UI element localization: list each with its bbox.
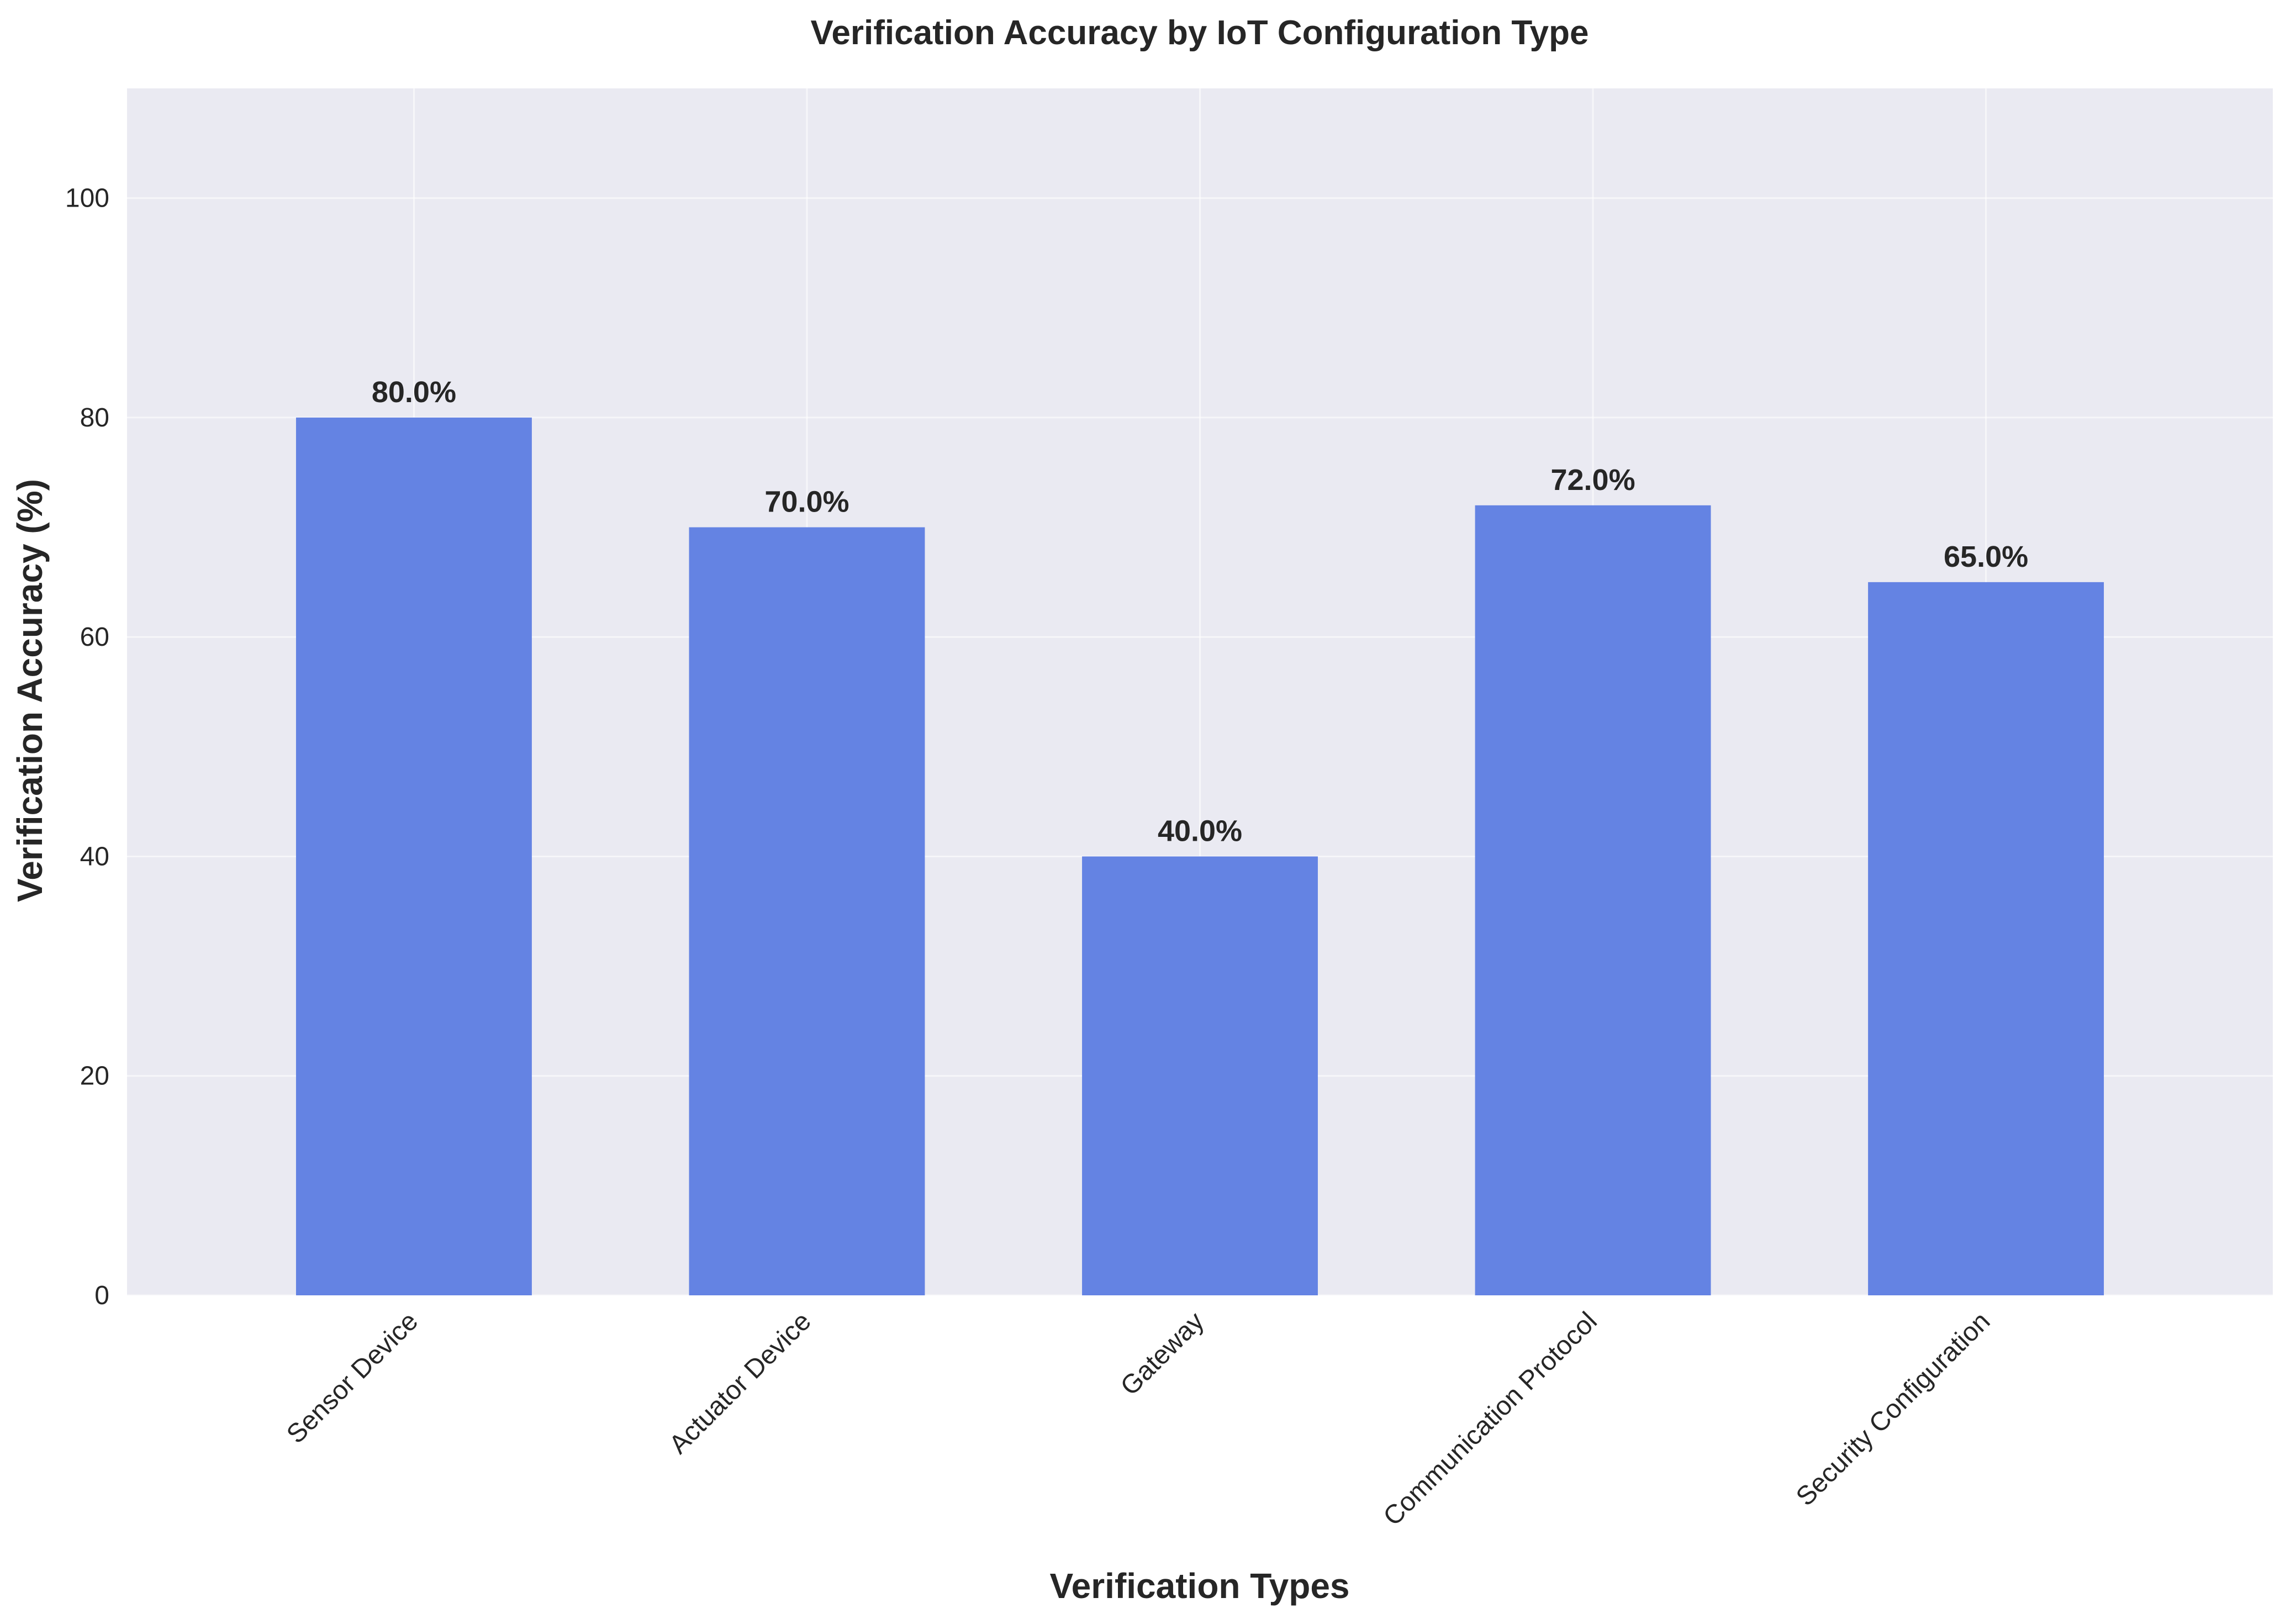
- y-axis-label: Verification Accuracy (%): [10, 479, 50, 902]
- y-tick-layer: 0 20 40 60 80 100: [65, 184, 109, 1310]
- x-tick-label: Actuator Device: [664, 1306, 817, 1459]
- data-label-layer: 80.0% 70.0% 40.0% 72.0% 65.0%: [372, 376, 2028, 848]
- y-tick-label: 40: [80, 842, 109, 871]
- bar-layer: [295, 417, 2104, 1296]
- bar-sensor-device: [295, 417, 532, 1295]
- data-label: 72.0%: [1550, 463, 1635, 497]
- data-label: 70.0%: [764, 486, 849, 519]
- bar-security-configuration: [1868, 582, 2104, 1295]
- data-label: 80.0%: [372, 376, 456, 409]
- data-label: 65.0%: [1944, 540, 2028, 573]
- y-tick-label: 20: [80, 1062, 109, 1091]
- y-tick-label: 60: [80, 623, 109, 652]
- bar-communication-protocol: [1475, 505, 1711, 1296]
- y-tick-label: 80: [80, 403, 109, 433]
- chart-title: Verification Accuracy by IoT Configurati…: [810, 14, 1589, 52]
- x-axis-label: Verification Types: [1050, 1566, 1350, 1606]
- x-tick-label: Gateway: [1115, 1306, 1210, 1401]
- data-label: 40.0%: [1158, 814, 1242, 847]
- y-tick-label: 100: [65, 184, 109, 213]
- bar-gateway: [1082, 856, 1318, 1295]
- x-tick-layer: Sensor Device Actuator Device Gateway Commu…: [281, 1306, 1996, 1531]
- y-tick-label: 0: [94, 1281, 109, 1310]
- x-tick-label: Sensor Device: [281, 1306, 424, 1449]
- x-tick-label: Communication Protocol: [1378, 1306, 1603, 1531]
- bar-actuator-device: [689, 527, 925, 1296]
- x-tick-label: Security Configuration: [1791, 1306, 1996, 1511]
